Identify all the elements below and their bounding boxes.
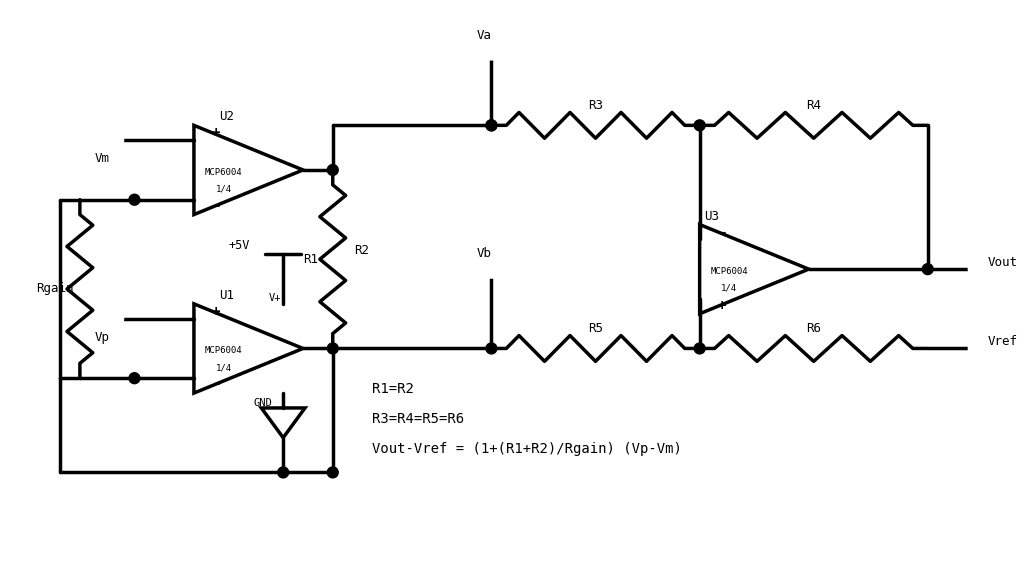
Circle shape (483, 261, 500, 277)
Text: -: - (212, 375, 222, 393)
Text: MCP6004: MCP6004 (205, 168, 243, 177)
Circle shape (486, 343, 497, 354)
Text: R1=R2: R1=R2 (373, 382, 415, 396)
Circle shape (278, 467, 289, 478)
Text: U3: U3 (705, 210, 720, 223)
Text: R3=R4=R5=R6: R3=R4=R5=R6 (373, 412, 465, 426)
Text: Vref: Vref (987, 336, 1017, 349)
Circle shape (328, 467, 338, 478)
Text: -: - (718, 224, 727, 243)
Text: Vout: Vout (987, 256, 1017, 269)
Text: R5: R5 (588, 322, 603, 335)
Circle shape (923, 264, 933, 274)
Text: GND: GND (253, 398, 272, 408)
Text: +: + (212, 126, 220, 140)
Text: Vout-Vref = (1+(R1+R2)/Rgain) (Vp-Vm): Vout-Vref = (1+(R1+R2)/Rgain) (Vp-Vm) (373, 441, 682, 456)
Text: Va: Va (476, 29, 492, 42)
Circle shape (106, 132, 123, 148)
Text: MCP6004: MCP6004 (711, 267, 749, 276)
Text: Vb: Vb (476, 247, 492, 260)
Circle shape (486, 120, 497, 131)
Circle shape (694, 120, 706, 131)
Text: R6: R6 (806, 322, 821, 335)
Circle shape (129, 194, 140, 205)
Circle shape (694, 343, 706, 354)
Text: Vm: Vm (95, 152, 110, 165)
Circle shape (129, 373, 140, 383)
Text: R1: R1 (303, 253, 318, 266)
Text: R3: R3 (588, 99, 603, 112)
Text: R4: R4 (806, 99, 821, 112)
Circle shape (970, 261, 985, 277)
Circle shape (106, 311, 123, 327)
Text: +: + (718, 299, 726, 313)
Circle shape (486, 120, 497, 131)
Text: -: - (212, 197, 222, 215)
Text: U2: U2 (219, 110, 233, 123)
Text: +5V: +5V (228, 239, 250, 252)
Circle shape (328, 165, 338, 176)
Text: Rgain: Rgain (37, 282, 74, 295)
Circle shape (328, 343, 338, 354)
Circle shape (970, 341, 985, 356)
Text: U1: U1 (219, 289, 233, 302)
Text: V+: V+ (268, 293, 281, 303)
Text: 1/4: 1/4 (216, 364, 231, 372)
Text: MCP6004: MCP6004 (205, 346, 243, 356)
Text: +: + (212, 304, 220, 319)
Text: 1/4: 1/4 (216, 185, 231, 194)
Text: 1/4: 1/4 (721, 284, 737, 293)
Circle shape (483, 43, 500, 59)
Text: Vp: Vp (95, 331, 110, 344)
Text: R2: R2 (354, 244, 370, 257)
